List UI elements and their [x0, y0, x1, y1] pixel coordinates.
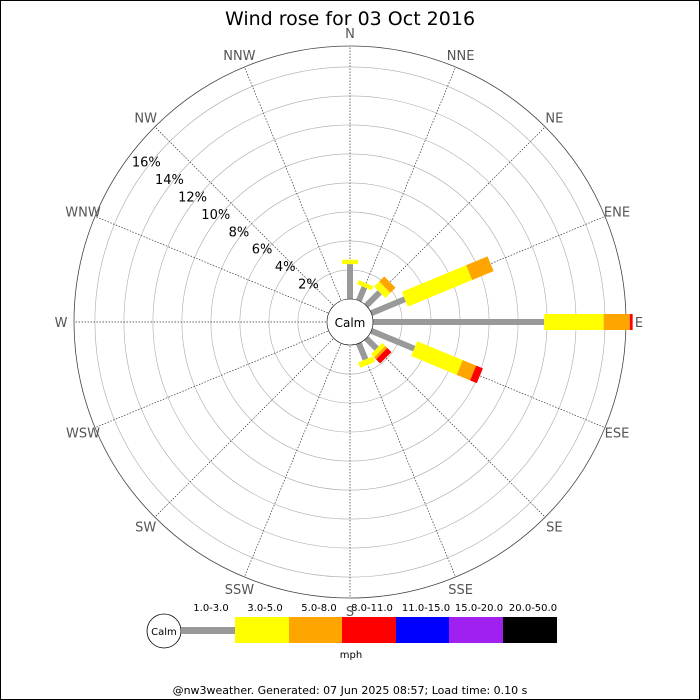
legend-label-4: 8.0-11.0	[351, 603, 393, 614]
ring-label-10: 10%	[201, 208, 230, 223]
ring-label-14: 14%	[155, 173, 184, 188]
direction-label-w: W	[55, 316, 68, 331]
legend-swatch-5	[396, 617, 450, 643]
direction-label-ese: ESE	[605, 427, 630, 442]
bar-nne-bin-1	[356, 286, 368, 302]
spoke-sw	[154, 321, 351, 518]
direction-label-e: E	[635, 316, 643, 331]
bar-ese-bin-1	[370, 328, 416, 352]
spoke-wsw	[94, 321, 351, 428]
direction-label-wsw: WSW	[66, 427, 100, 442]
direction-label-s: S	[346, 605, 354, 620]
direction-label-n: N	[345, 27, 355, 42]
legend-calm-label: Calm	[151, 627, 177, 638]
direction-label-nw: NW	[134, 112, 157, 127]
bar-ene-bin-2	[401, 265, 473, 307]
ring-label-12: 12%	[178, 190, 207, 205]
ring-label-4: 4%	[275, 260, 296, 275]
bar-sse-bin-2	[358, 356, 376, 368]
bar-nne-bin-2	[356, 280, 374, 291]
bar-ese-bin-2	[411, 341, 463, 375]
bar-se-bin-1	[364, 336, 379, 351]
spoke-nne	[349, 66, 456, 323]
bar-sse-bin-1	[356, 342, 369, 361]
bar-ene-bin-3	[466, 256, 494, 281]
legend-swatch-3	[289, 617, 343, 643]
legend-swatch-6	[449, 617, 503, 643]
legend-swatch-1	[181, 627, 235, 634]
legend-label-3: 5.0-8.0	[301, 603, 336, 614]
direction-label-wnw: WNW	[65, 205, 101, 220]
bar-se-bin-3	[374, 346, 388, 360]
direction-label-ssw: SSW	[225, 583, 255, 598]
direction-label-nnw: NNW	[223, 49, 255, 64]
ring-label-8: 8%	[229, 225, 250, 240]
direction-label-sse: SSE	[448, 583, 473, 598]
legend-label-5: 11.0-15.0	[402, 603, 450, 614]
direction-label-sw: SW	[135, 520, 156, 535]
direction-label-se: SE	[546, 520, 562, 535]
units-label: mph	[340, 650, 362, 661]
footer-text: @nw3weather. Generated: 07 Jun 2025 08:5…	[173, 684, 528, 697]
bar-se-bin-4	[376, 348, 392, 364]
calm-label: Calm	[335, 316, 366, 330]
ring-label-16: 16%	[132, 155, 161, 170]
spoke-nnw	[244, 66, 351, 323]
chart-title: Wind rose for 03 Oct 2016	[225, 8, 475, 30]
bar-ne-bin-3	[379, 276, 396, 293]
bar-ne-bin-2	[374, 281, 391, 298]
direction-label-ene: ENE	[604, 205, 630, 220]
direction-label-ne: NE	[545, 112, 563, 127]
legend-label-7: 20.0-50.0	[509, 603, 557, 614]
bar-ese-bin-4	[470, 365, 483, 384]
bar-ese-bin-3	[456, 360, 477, 381]
legend-label-2: 3.0-5.0	[247, 603, 282, 614]
calm-circle	[326, 298, 374, 346]
spoke-wnw	[94, 216, 351, 323]
legend-swatch-4	[342, 617, 396, 643]
legend-swatch-2	[235, 617, 289, 643]
bar-ne-bin-1	[364, 290, 382, 308]
bar-se-bin-2	[370, 342, 386, 358]
legend-swatch-7	[503, 617, 557, 643]
direction-label-nne: NNE	[447, 49, 475, 64]
spoke-ssw	[244, 321, 351, 578]
legend-label-6: 15.0-20.0	[455, 603, 503, 614]
legend-label-1: 1.0-3.0	[193, 603, 228, 614]
bar-ene-bin-1	[370, 296, 406, 316]
spoke-nw	[154, 126, 351, 323]
ring-label-6: 6%	[252, 243, 273, 258]
ring-label-2: 2%	[298, 278, 319, 293]
